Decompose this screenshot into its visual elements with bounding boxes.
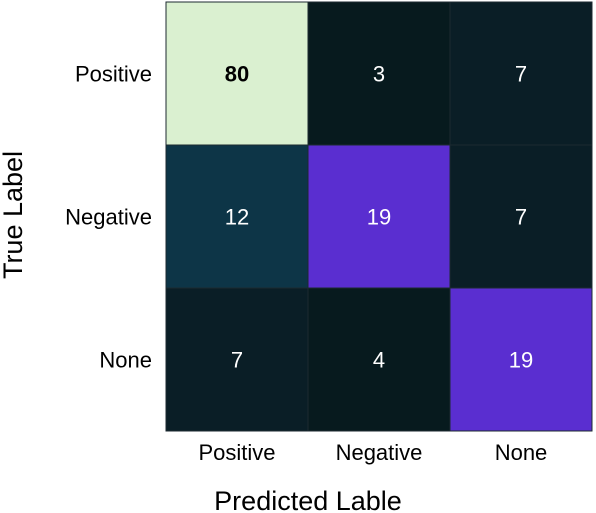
cell-value-label: 7	[231, 348, 243, 373]
cell-value-label: 12	[225, 205, 249, 230]
cell-value-label: 4	[373, 348, 385, 373]
cell-value-label: 19	[509, 348, 533, 373]
cell-value-label: 19	[367, 205, 391, 230]
y-tick-labels: Positive Negative None	[65, 62, 152, 373]
heatmap-border	[165, 1, 593, 432]
heatmap-cell	[307, 1, 451, 146]
x-tick-label: Negative	[336, 440, 423, 465]
heatmap-cell	[307, 287, 451, 432]
heatmap-cells: 80 3 7 12 19 7 7 4 19	[165, 1, 593, 432]
heatmap-cell	[307, 144, 451, 289]
heatmap-cell	[449, 144, 593, 289]
heatmap-cell	[165, 1, 309, 146]
heatmap-cell	[165, 144, 309, 289]
cell-value-label: 80	[225, 62, 249, 87]
x-tick-labels: Positive Negative None	[198, 440, 547, 465]
y-tick-label: None	[99, 348, 152, 373]
cell-value-label: 7	[515, 62, 527, 87]
cell-value-label: 7	[515, 205, 527, 230]
x-axis-label: Predicted Lable	[214, 486, 402, 513]
x-tick-label: None	[495, 440, 548, 465]
y-tick-label: Positive	[75, 62, 152, 87]
y-axis-label: True Label	[0, 151, 28, 279]
cell-value-label: 3	[373, 62, 385, 87]
x-tick-label: Positive	[198, 440, 275, 465]
y-tick-label: Negative	[65, 205, 152, 230]
